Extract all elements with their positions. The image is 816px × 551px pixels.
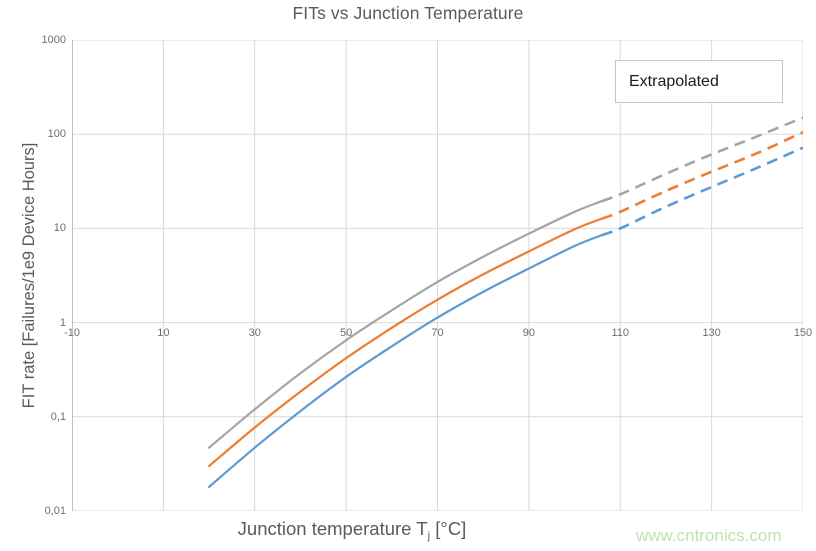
y-tick-label: 100: [47, 128, 66, 141]
x-tick-label: 70: [431, 326, 444, 339]
x-tick-label: 50: [340, 326, 353, 339]
x-tick-label: 130: [702, 326, 721, 339]
chart-title: FITs vs Junction Temperature: [292, 3, 524, 23]
x-tick-label: 30: [248, 326, 261, 339]
y-tick-label: 1000: [41, 34, 66, 46]
series-line-dashed-gray-curve: [601, 116, 803, 203]
x-tick-label: 90: [522, 326, 535, 339]
x-tick-label: -10: [64, 326, 80, 339]
series-line-dashed-orange-curve: [601, 131, 803, 220]
x-axis-title-units: [°C]: [430, 518, 467, 539]
series-line-solid-orange-curve: [207, 217, 604, 468]
plot-svg: [72, 40, 803, 511]
extrapolated-annotation-box: Extrapolated: [615, 60, 783, 103]
site-watermark: www.cntronics.com: [636, 526, 782, 545]
x-tick-label: 150: [793, 326, 813, 339]
x-tick-label: 10: [157, 326, 170, 339]
x-axis-title-main: Junction temperature T: [237, 518, 428, 539]
plot-area: [72, 40, 803, 511]
x-axis-title-subscript: j: [427, 530, 431, 542]
y-tick-label: 0,01: [44, 505, 66, 517]
series-line-dashed-blue-curve: [601, 146, 803, 237]
y-tick-label: 10: [53, 222, 66, 235]
y-tick-label: 0,1: [50, 410, 66, 423]
y-axis-title: FIT rate [Failures/1e9 Device Hours]: [20, 142, 38, 409]
extrapolated-annotation-label: Extrapolated: [629, 72, 719, 90]
y-tick-label: 1: [59, 316, 66, 329]
series-line-solid-blue-curve: [207, 233, 604, 489]
x-tick-label: 110: [611, 326, 630, 339]
series-line-solid-gray-curve: [207, 199, 604, 449]
x-axis-title: Junction temperature Tj [°C]: [72, 512, 632, 546]
